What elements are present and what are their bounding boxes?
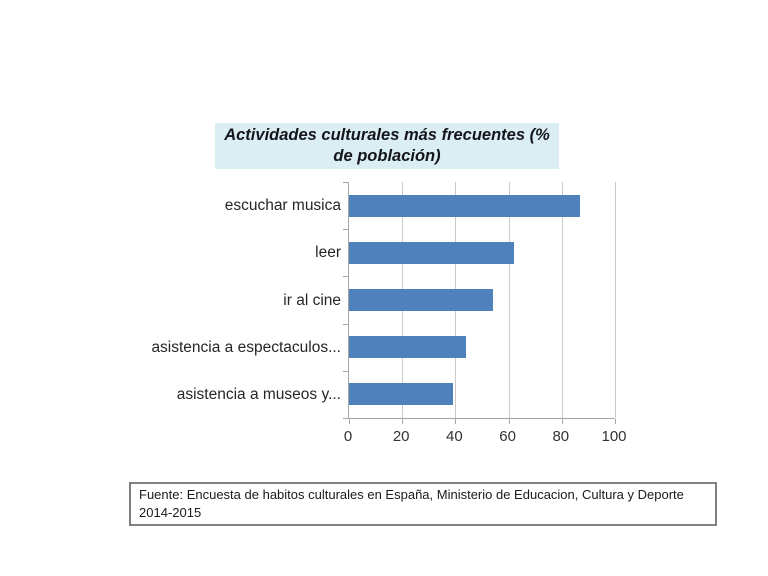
y-axis-tick [343, 182, 348, 183]
y-axis-tick [343, 324, 348, 325]
chart-title: Actividades culturales más frecuentes (%… [215, 123, 559, 169]
category-label: escuchar musica [224, 196, 341, 214]
source-box: Fuente: Encuesta de habitos culturales e… [129, 482, 717, 526]
x-tick-label: 20 [392, 428, 410, 445]
source-text-line1: Fuente: Encuesta de habitos culturales e… [139, 487, 684, 502]
y-axis-tick [343, 276, 348, 277]
x-tick-label: 100 [601, 428, 627, 445]
gridline [562, 182, 563, 418]
bar-ir-al-cine [349, 289, 493, 311]
category-label: ir al cine [283, 291, 341, 309]
category-label: asistencia a museos y... [176, 385, 341, 403]
y-axis-tick [343, 229, 348, 230]
source-text-line2: 2014-2015 [139, 505, 202, 520]
bar-leer [349, 242, 514, 264]
y-axis-tick [343, 418, 348, 419]
x-tick-label: 40 [446, 428, 463, 445]
x-axis-tick [509, 419, 510, 424]
x-tick-label: 80 [552, 428, 570, 445]
x-axis-tick [402, 419, 403, 424]
x-axis-tick [349, 419, 350, 424]
y-axis-tick [343, 371, 348, 372]
x-axis-tick [562, 419, 563, 424]
category-label: asistencia a espectaculos... [151, 338, 341, 356]
bar-escuchar-musica [349, 195, 580, 217]
x-axis-tick [615, 419, 616, 424]
category-label: leer [315, 243, 341, 261]
gridline [615, 182, 616, 418]
bar-asistencia-a-espectaculos [349, 336, 466, 358]
x-tick-label: 60 [499, 428, 516, 445]
x-axis-tick [455, 419, 456, 424]
bar-asistencia-a-museos-y [349, 383, 453, 405]
gridline [509, 182, 510, 418]
x-tick-label: 0 [343, 428, 353, 445]
